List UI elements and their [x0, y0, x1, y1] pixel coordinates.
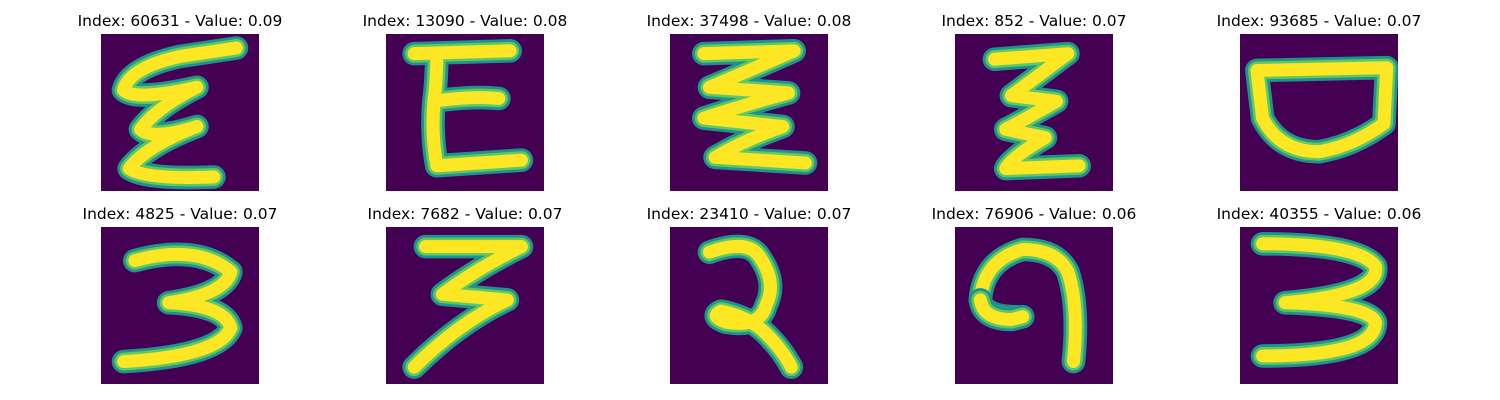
tile-2: Index: 13090 - Value: 0.08: [355, 12, 575, 202]
tile-9: Index: 76906 - Value: 0.06: [924, 205, 1144, 395]
digit-image: [386, 227, 544, 384]
tile-title: Index: 4825 - Value: 0.07: [82, 205, 278, 223]
tile-title: Index: 13090 - Value: 0.08: [362, 12, 568, 30]
tile-4: Index: 852 - Value: 0.07: [924, 12, 1144, 202]
tile-title: Index: 852 - Value: 0.07: [941, 12, 1127, 30]
tile-title: Index: 60631 - Value: 0.09: [77, 12, 283, 30]
digit-image: [955, 34, 1113, 191]
tile-1: Index: 60631 - Value: 0.09: [70, 12, 290, 202]
digit-image: [101, 34, 259, 191]
digit-image: [670, 34, 828, 191]
tile-8: Index: 23410 - Value: 0.07: [639, 205, 859, 395]
digit-image: [1240, 227, 1398, 384]
tile-title: Index: 7682 - Value: 0.07: [367, 205, 563, 223]
tile-title: Index: 37498 - Value: 0.08: [646, 12, 852, 30]
digit-image: [1240, 34, 1398, 191]
tile-3: Index: 37498 - Value: 0.08: [639, 12, 859, 202]
tile-title: Index: 76906 - Value: 0.06: [931, 205, 1137, 223]
tile-title: Index: 93685 - Value: 0.07: [1216, 12, 1422, 30]
digit-image: [955, 227, 1113, 384]
tile-title: Index: 40355 - Value: 0.06: [1216, 205, 1422, 223]
tile-10: Index: 40355 - Value: 0.06: [1209, 205, 1429, 395]
digit-image: [101, 227, 259, 384]
tile-6: Index: 4825 - Value: 0.07: [70, 205, 290, 395]
tile-title: Index: 23410 - Value: 0.07: [646, 205, 852, 223]
digit-image: [670, 227, 828, 384]
tile-7: Index: 7682 - Value: 0.07: [355, 205, 575, 395]
digit-image: [386, 34, 544, 191]
tile-5: Index: 93685 - Value: 0.07: [1209, 12, 1429, 202]
